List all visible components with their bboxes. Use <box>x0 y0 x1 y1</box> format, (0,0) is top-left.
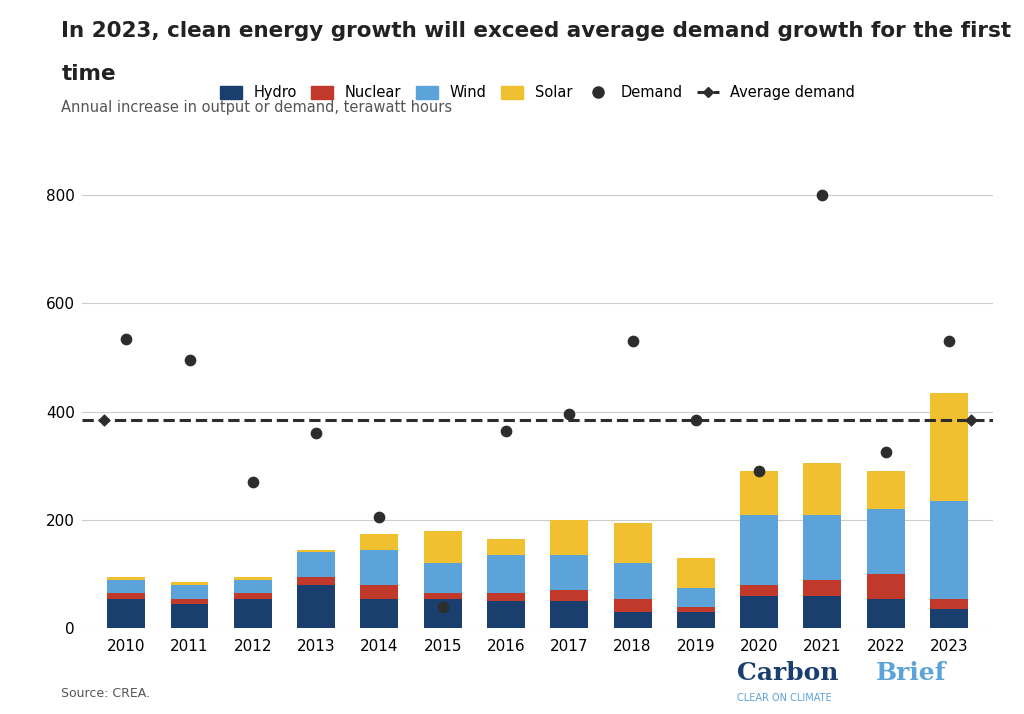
Bar <box>740 471 778 515</box>
Bar <box>677 612 715 628</box>
Demand <box>751 466 767 477</box>
Bar <box>866 574 904 598</box>
Bar <box>108 598 145 628</box>
Text: CLEAR ON CLIMATE: CLEAR ON CLIMATE <box>737 693 831 703</box>
Bar <box>930 501 968 598</box>
Bar <box>930 393 968 501</box>
Bar <box>360 533 398 550</box>
Demand <box>941 336 957 347</box>
Bar <box>108 593 145 598</box>
Bar <box>424 598 462 628</box>
Bar <box>233 593 271 598</box>
Bar <box>804 580 842 595</box>
Bar <box>424 593 462 598</box>
Bar <box>677 588 715 607</box>
Bar <box>108 580 145 593</box>
Bar <box>740 595 778 628</box>
Bar <box>550 520 588 555</box>
Bar <box>171 583 209 585</box>
Bar <box>866 471 904 509</box>
Bar <box>233 580 271 593</box>
Demand <box>814 189 830 201</box>
Bar <box>233 577 271 580</box>
Bar <box>550 601 588 628</box>
Bar <box>613 523 651 563</box>
Bar <box>487 555 525 593</box>
Bar <box>171 598 209 604</box>
Demand <box>181 354 198 366</box>
Bar <box>677 558 715 588</box>
Demand <box>371 511 387 523</box>
Text: Annual increase in output or demand, terawatt hours: Annual increase in output or demand, ter… <box>61 100 453 115</box>
Bar <box>360 585 398 598</box>
Demand <box>118 333 134 344</box>
Bar <box>171 585 209 598</box>
Demand <box>498 425 514 436</box>
Demand <box>878 446 894 458</box>
Bar <box>740 585 778 595</box>
Bar <box>487 593 525 601</box>
Bar <box>804 595 842 628</box>
Bar <box>550 590 588 601</box>
Demand <box>245 476 261 488</box>
Bar <box>171 604 209 628</box>
Bar <box>613 563 651 598</box>
Bar <box>360 550 398 585</box>
Bar <box>297 577 335 585</box>
Bar <box>740 515 778 585</box>
Bar <box>487 601 525 628</box>
Demand <box>308 428 325 439</box>
Bar <box>804 463 842 515</box>
Bar <box>487 539 525 555</box>
Demand <box>434 601 451 613</box>
Bar <box>297 550 335 553</box>
Text: time: time <box>61 64 116 84</box>
Demand <box>625 336 641 347</box>
Bar <box>866 509 904 574</box>
Bar <box>360 598 398 628</box>
Bar <box>613 598 651 612</box>
Bar <box>550 555 588 590</box>
Bar <box>677 607 715 612</box>
Bar <box>424 563 462 593</box>
Text: Carbon: Carbon <box>737 661 839 685</box>
Text: Brief: Brief <box>876 661 946 685</box>
Bar <box>233 598 271 628</box>
Bar <box>930 598 968 609</box>
Bar <box>297 585 335 628</box>
Bar <box>804 515 842 580</box>
Point <box>96 414 113 426</box>
Demand <box>561 408 578 420</box>
Legend: Hydro, Nuclear, Wind, Solar, Demand, Average demand: Hydro, Nuclear, Wind, Solar, Demand, Ave… <box>214 79 861 106</box>
Demand <box>688 414 705 426</box>
Bar <box>613 612 651 628</box>
Bar <box>424 531 462 563</box>
Text: In 2023, clean energy growth will exceed average demand growth for the first: In 2023, clean energy growth will exceed… <box>61 21 1012 41</box>
Bar <box>297 553 335 577</box>
Text: Source: CREA.: Source: CREA. <box>61 687 151 700</box>
Bar <box>866 598 904 628</box>
Bar <box>108 577 145 580</box>
Bar <box>930 609 968 628</box>
Point <box>963 414 979 426</box>
